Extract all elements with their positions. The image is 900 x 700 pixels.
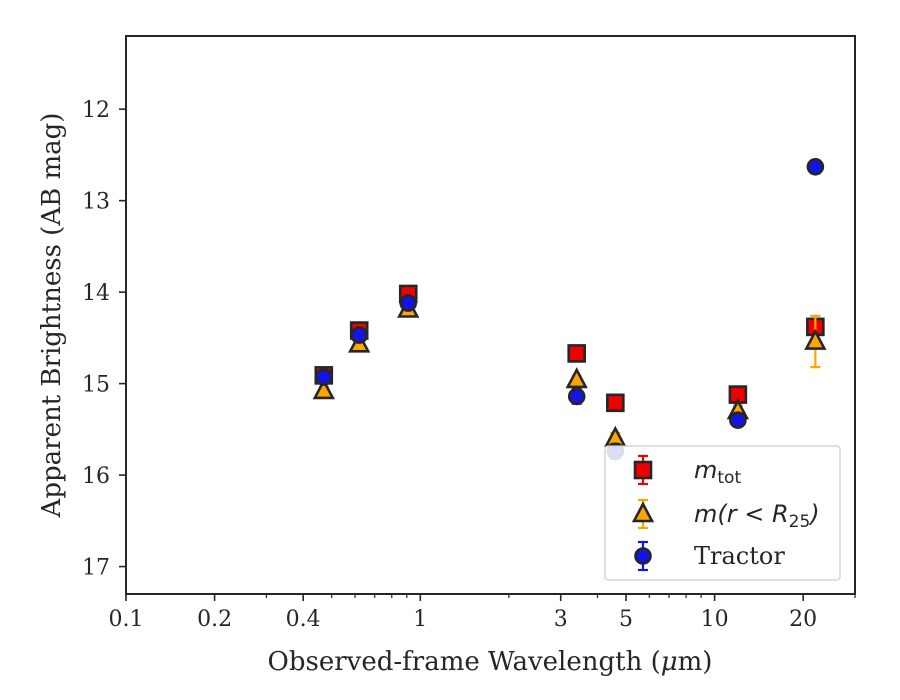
x-tick-label: 0.1 <box>109 607 144 632</box>
marker-triangle <box>312 378 335 400</box>
marker-circle <box>314 368 333 387</box>
marker-square <box>606 393 625 413</box>
legend-entry-mtot: mtot <box>633 454 741 488</box>
data-point <box>606 393 625 413</box>
series-tractor <box>314 158 825 461</box>
data-point <box>565 367 588 389</box>
series-mr25 <box>312 296 827 447</box>
legend-entry-mr25: m(r < R25) <box>631 498 820 532</box>
x-tick-label: 5 <box>619 607 633 632</box>
y-tick-label: 15 <box>82 373 110 398</box>
x-axis-label-greek: μ <box>661 647 678 677</box>
x-axis-label-main: Observed-frame Wavelength ( <box>268 647 661 677</box>
y-tick-label: 16 <box>82 464 110 489</box>
plot-frame <box>125 35 856 595</box>
x-axis-label: Observed-frame Wavelength (μm) <box>268 647 713 677</box>
marker-circle <box>567 387 586 406</box>
legend-label: Tractor <box>694 542 785 570</box>
data-point <box>806 158 825 176</box>
marker-circle <box>350 326 368 344</box>
marker-square <box>567 344 587 363</box>
x-tick-label: 10 <box>701 607 729 632</box>
legend: mtot m(r < R25) Tractor <box>604 445 841 581</box>
data-point <box>729 411 747 429</box>
x-axis-label-tail: m) <box>678 647 713 677</box>
plot-area <box>312 158 827 461</box>
legend-box <box>604 445 841 581</box>
x-tick-label: 20 <box>789 607 817 632</box>
y-axis-label: Apparent Brightness (AB mag) <box>37 113 67 519</box>
legend-marker-square <box>633 460 653 480</box>
legend-marker-triangle <box>631 501 655 523</box>
data-point <box>567 344 587 363</box>
legend-marker-circle <box>634 547 652 565</box>
marker-triangle <box>804 328 827 350</box>
data-point <box>804 314 827 369</box>
y-tick-label: 13 <box>82 190 110 215</box>
x-tick-label: 3 <box>554 607 568 632</box>
marker-circle <box>806 158 825 176</box>
data-point <box>567 387 586 406</box>
legend-label: m(r < R25) <box>694 500 820 532</box>
data-point <box>312 378 335 400</box>
x-tick-label: 1 <box>413 607 427 632</box>
data-point <box>350 326 368 344</box>
data-point <box>399 294 418 312</box>
x-tick-label: 0.2 <box>197 607 232 632</box>
y-tick-label: 14 <box>82 281 110 306</box>
legend-label: mtot <box>694 456 741 488</box>
marker-triangle <box>565 367 588 389</box>
x-tick-label: 0.4 <box>286 607 321 632</box>
data-point <box>314 368 333 387</box>
marker-circle <box>729 411 747 429</box>
y-tick-label: 12 <box>82 98 110 123</box>
legend-entry-tractor: Tractor <box>634 540 785 572</box>
y-tick-label: 17 <box>82 556 110 581</box>
marker-circle <box>399 294 418 312</box>
